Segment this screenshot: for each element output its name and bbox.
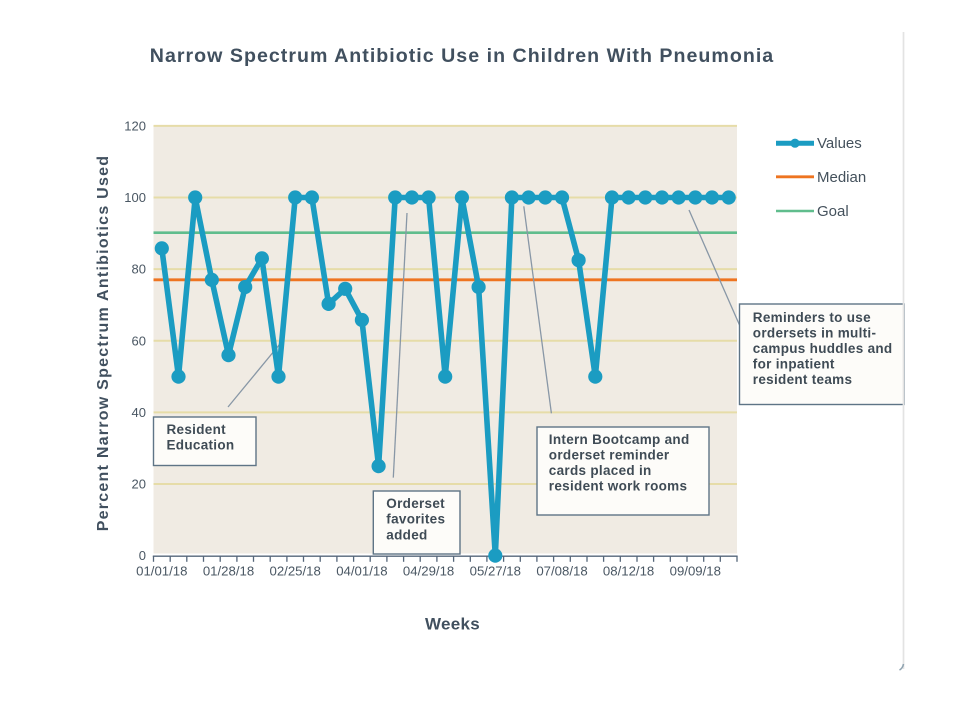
svg-text:40: 40 (132, 405, 146, 420)
svg-text:01/01/18: 01/01/18 (136, 564, 187, 579)
svg-text:09/09/18: 09/09/18 (670, 564, 721, 579)
svg-text:04/29/18: 04/29/18 (403, 564, 454, 579)
svg-text:favorites: favorites (386, 512, 445, 527)
svg-text:cards placed in: cards placed in (549, 463, 652, 478)
svg-text:Weeks: Weeks (425, 615, 480, 634)
svg-text:Reminders to use: Reminders to use (753, 310, 871, 325)
svg-text:resident work rooms: resident work rooms (549, 478, 688, 493)
svg-text:0: 0 (139, 548, 146, 563)
svg-text:Orderset: Orderset (386, 496, 445, 511)
svg-text:Education: Education (167, 438, 235, 453)
svg-text:05/27/18: 05/27/18 (470, 564, 521, 579)
svg-text:resident teams: resident teams (753, 372, 853, 387)
svg-text:02/25/18: 02/25/18 (270, 564, 321, 579)
svg-text:60: 60 (132, 333, 146, 348)
svg-text:07/08/18: 07/08/18 (536, 564, 587, 579)
svg-text:01/28/18: 01/28/18 (203, 564, 254, 579)
svg-text:Resident: Resident (167, 422, 227, 437)
svg-text:04/01/18: 04/01/18 (336, 564, 387, 579)
svg-text:Values: Values (817, 135, 862, 152)
svg-text:campus huddles and: campus huddles and (753, 341, 893, 356)
svg-text:Percent Narrow Spectrum Antibi: Percent Narrow Spectrum Antibiotics Used (95, 155, 112, 532)
svg-text:Goal: Goal (817, 203, 849, 220)
svg-text:ordersets in multi-: ordersets in multi- (753, 326, 876, 341)
svg-text:added: added (386, 527, 427, 542)
svg-text:Intern Bootcamp and: Intern Bootcamp and (549, 432, 690, 447)
svg-text:orderset reminder: orderset reminder (549, 448, 670, 463)
svg-text:100: 100 (124, 190, 146, 205)
svg-text:for inpatient: for inpatient (753, 356, 835, 371)
svg-text:08/12/18: 08/12/18 (603, 564, 654, 579)
svg-text:20: 20 (132, 477, 146, 492)
svg-text:80: 80 (132, 262, 146, 277)
svg-text:Narrow Spectrum Antibiotic Use: Narrow Spectrum Antibiotic Use in Childr… (150, 45, 774, 67)
svg-text:120: 120 (124, 119, 146, 134)
svg-text:Median: Median (817, 169, 866, 186)
